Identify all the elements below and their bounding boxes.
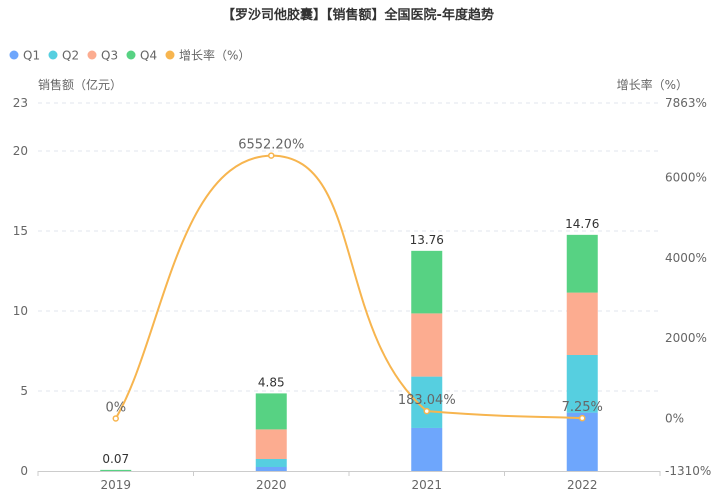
x-tick-label: 2019 (100, 478, 131, 492)
legend-label: Q4 (140, 49, 157, 63)
x-tick-label: 2021 (411, 478, 442, 492)
growth-line (114, 154, 583, 420)
bar-total-label: 13.76 (410, 233, 444, 247)
legend-marker (48, 50, 58, 60)
x-tick-label: 2020 (256, 478, 287, 492)
legend-marker (9, 50, 19, 60)
y2-axis-label: 增长率（%） (617, 77, 688, 92)
bar-total-label: 4.85 (258, 375, 285, 389)
bar-q4 (411, 250, 443, 314)
legend-label: Q1 (23, 49, 40, 63)
y-tick-label: 0 (20, 464, 28, 478)
growth-label: 0% (105, 400, 126, 415)
bar-q2 (255, 459, 287, 467)
y-axis-label: 销售额（亿元） (38, 77, 122, 92)
bar-q4 (566, 234, 598, 293)
bar-q1 (566, 412, 598, 471)
growth-point (423, 407, 430, 415)
legend: Q1 Q2 Q3 Q4 增长率（%） (9, 48, 250, 63)
growth-label: 7.25% (562, 400, 603, 415)
x-tick-label: 2022 (567, 478, 598, 492)
chart-title: 【罗沙司他胶囊】【销售额】全国医院-年度趋势 (222, 7, 494, 23)
y2-tick-label: -1310% (665, 464, 711, 478)
y2-tick-label: 6000% (665, 171, 707, 185)
legend-label: Q2 (62, 49, 79, 63)
bar-q4 (255, 393, 287, 430)
y2-tick-label: 0% (665, 411, 684, 425)
bar-q3 (411, 313, 443, 377)
bar-q1 (411, 427, 443, 471)
bar-q2 (566, 355, 598, 413)
bar-total-label: 14.76 (565, 217, 599, 231)
y-tick-label: 20 (13, 144, 28, 158)
growth-point (268, 152, 275, 159)
y-tick-label: 10 (13, 304, 28, 318)
growth-point (112, 415, 119, 422)
y-tick-label: 15 (13, 224, 28, 238)
y-tick-label: 23 (13, 96, 28, 110)
legend-marker (165, 50, 175, 60)
legend-marker (126, 50, 136, 60)
legend-label: Q3 (101, 49, 118, 63)
bar-q3 (255, 429, 287, 459)
bar-q3 (566, 292, 598, 355)
y2-tick-label: 2000% (665, 331, 707, 345)
growth-label: 183.04% (398, 393, 456, 408)
y2-tick-label: 4000% (665, 251, 707, 265)
bar-total-label: 0.07 (102, 452, 129, 466)
bar-q1 (255, 467, 287, 471)
growth-label: 6552.20% (238, 138, 304, 153)
legend-marker (87, 50, 97, 60)
growth-point (579, 414, 586, 422)
y-tick-label: 5 (20, 384, 28, 398)
legend-label: 增长率（%） (179, 48, 250, 63)
bar-q4 (100, 469, 132, 472)
y2-tick-label: 7863% (665, 96, 707, 110)
